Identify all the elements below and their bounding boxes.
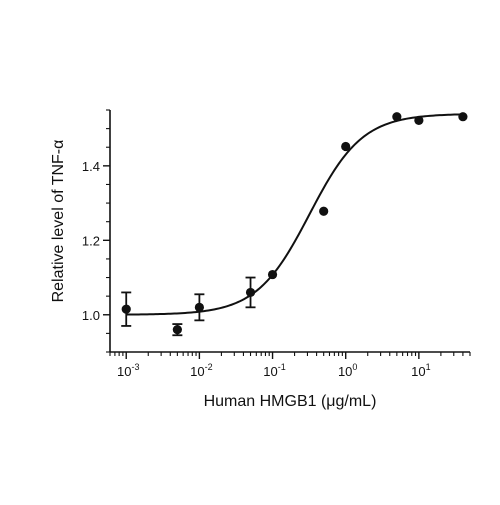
data-point — [319, 206, 329, 216]
x-tick-base: 10 — [411, 364, 425, 379]
x-tick-base: 10 — [190, 364, 204, 379]
data-points-layer — [121, 112, 468, 337]
x-tick-exponent: -2 — [205, 362, 213, 372]
data-point — [341, 141, 351, 152]
x-tick-base: 10 — [117, 364, 131, 379]
data-point — [121, 304, 131, 314]
x-tick-exponent: 1 — [426, 362, 431, 372]
x-tick-exponent: 0 — [352, 362, 357, 372]
x-tick-label: 100 — [338, 362, 357, 379]
data-point — [392, 112, 402, 122]
x-tick-label: 10-3 — [117, 362, 139, 379]
x-tick-exponent: -1 — [278, 362, 286, 372]
y-axis-title: Relative level of TNF-α — [50, 140, 67, 303]
x-tick-label: 10-1 — [263, 362, 285, 379]
data-point — [194, 302, 204, 312]
y-tick-label: 1.0 — [82, 308, 100, 323]
fit-curve — [126, 113, 463, 316]
y-tick-label: 1.2 — [82, 233, 100, 248]
data-point — [172, 325, 182, 335]
data-point — [267, 269, 278, 280]
x-axis-title: Human HMGB1 (μg/mL) — [204, 393, 377, 410]
x-tick-base: 10 — [338, 364, 352, 379]
x-tick-label: 10-2 — [190, 362, 212, 379]
x-tick-label: 101 — [411, 362, 430, 379]
axes: 1.01.21.410-3 10-2 10-1 100 101 — [82, 109, 471, 379]
y-tick-label: 1.4 — [82, 159, 100, 174]
data-point — [414, 115, 424, 126]
x-tick-exponent: -3 — [131, 362, 139, 372]
data-point — [458, 112, 468, 122]
x-tick-base: 10 — [263, 364, 277, 379]
fit-curve-layer — [126, 113, 463, 316]
data-point — [245, 287, 256, 298]
